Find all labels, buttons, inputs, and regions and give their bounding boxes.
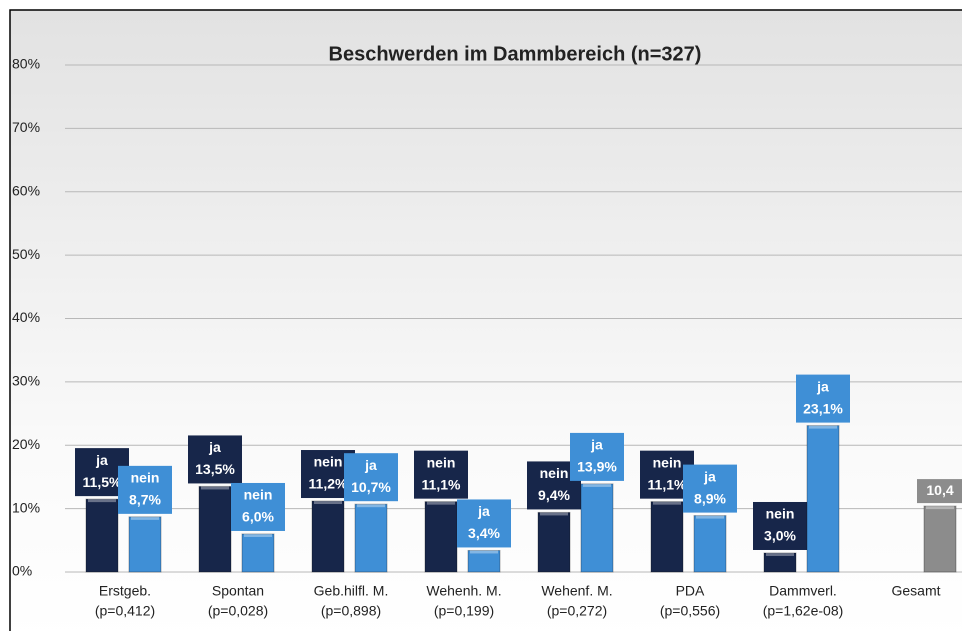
value-label: 10,7% <box>351 479 391 495</box>
bar-highlight <box>131 516 159 520</box>
value-label-box <box>188 435 242 484</box>
value-label: 10,4 <box>926 482 953 498</box>
bar <box>806 425 840 573</box>
value-label: 13,9% <box>577 459 617 475</box>
bar <box>650 501 684 573</box>
x-tick-note: (p=0,028) <box>208 603 268 619</box>
bar-highlight <box>244 533 272 537</box>
value-label: 11,2% <box>309 476 348 492</box>
x-tick-label: Dammverl. <box>769 583 837 599</box>
value-label-box <box>683 464 737 513</box>
x-tick-label: Wehenh. M. <box>426 583 501 599</box>
bar-label: ja <box>703 468 716 484</box>
value-label: 8,9% <box>694 490 726 506</box>
value-label-box <box>344 453 398 502</box>
value-label: 11,5% <box>83 474 122 490</box>
x-tick-note: (p=0,898) <box>321 603 381 619</box>
bar-label: nein <box>244 487 273 503</box>
x-tick-label: Spontan <box>212 583 264 599</box>
x-tick-note: (p=0,412) <box>95 603 155 619</box>
bar-label: nein <box>427 454 456 470</box>
bar-highlight <box>201 486 229 490</box>
x-tick-note: (p=1,62e-08) <box>763 603 844 619</box>
value-label: 9,4% <box>538 487 570 503</box>
bar-label: ja <box>95 452 108 468</box>
bar <box>198 485 232 573</box>
y-tick-label: 0% <box>12 563 32 579</box>
bar <box>923 505 957 573</box>
bar-label: nein <box>314 454 343 470</box>
y-tick-label: 30% <box>12 373 40 389</box>
bar-highlight <box>653 501 681 505</box>
bar <box>354 503 388 573</box>
value-label-box <box>796 374 850 423</box>
bar <box>311 500 345 573</box>
value-label-box <box>917 479 962 504</box>
bar-highlight <box>427 501 455 505</box>
bar <box>241 533 275 573</box>
value-label: 11,1% <box>648 476 687 492</box>
x-tick-note: (p=0,556) <box>660 603 720 619</box>
bar-highlight <box>88 499 116 503</box>
bar <box>424 501 458 573</box>
value-label-box <box>570 432 624 481</box>
bar-highlight <box>357 504 385 508</box>
x-tick-note: (p=0,199) <box>434 603 494 619</box>
bar <box>693 515 727 573</box>
bar-label: nein <box>653 454 682 470</box>
x-tick-label: Geb.hilfl. M. <box>314 583 389 599</box>
bar-label: ja <box>590 437 603 453</box>
y-tick-label: 50% <box>12 246 40 262</box>
bar-label: ja <box>816 378 829 394</box>
bar-label: ja <box>208 439 221 455</box>
y-tick-label: 10% <box>12 499 40 515</box>
bar <box>537 511 571 573</box>
bar <box>580 483 614 573</box>
bar-highlight <box>583 483 611 487</box>
value-label: 11,1% <box>422 476 461 492</box>
y-tick-label: 60% <box>12 182 40 198</box>
x-tick-label: Gesamt <box>891 583 940 599</box>
x-tick-label: PDA <box>676 583 705 599</box>
bar-highlight <box>540 512 568 516</box>
value-label-box <box>118 465 172 514</box>
value-label: 13,5% <box>195 461 235 477</box>
x-tick-note: (p=0,272) <box>547 603 607 619</box>
y-tick-label: 40% <box>12 309 40 325</box>
bar-label: ja <box>477 503 490 519</box>
value-label: 23,1% <box>803 400 843 416</box>
bar <box>128 516 162 573</box>
bar-label: ja <box>364 457 377 473</box>
bar-label: nein <box>131 470 160 486</box>
value-label-box <box>457 499 511 548</box>
bar-label: nein <box>540 465 569 481</box>
bar <box>85 498 119 573</box>
bar <box>763 552 797 573</box>
bar-highlight <box>696 515 724 519</box>
bar-highlight <box>470 550 498 554</box>
y-tick-label: 20% <box>12 436 40 452</box>
y-tick-label: 70% <box>12 119 40 135</box>
value-label: 3,0% <box>764 528 796 544</box>
value-label-box <box>414 450 468 499</box>
bar-highlight <box>314 501 342 505</box>
value-label-box <box>753 501 807 550</box>
bar-highlight <box>766 552 794 556</box>
x-tick-label: Wehenf. M. <box>541 583 612 599</box>
y-tick-label: 80% <box>12 56 40 72</box>
value-label: 8,7% <box>129 492 161 508</box>
bar <box>467 549 501 573</box>
value-label: 3,4% <box>468 525 500 541</box>
value-label-box <box>231 482 285 531</box>
value-label: 6,0% <box>242 509 274 525</box>
bar-highlight <box>926 506 954 510</box>
chart-title: Beschwerden im Dammbereich (n=327) <box>329 43 702 65</box>
x-tick-label: Erstgeb. <box>99 583 151 599</box>
bar-highlight <box>809 425 837 429</box>
bar-label: nein <box>766 506 795 522</box>
